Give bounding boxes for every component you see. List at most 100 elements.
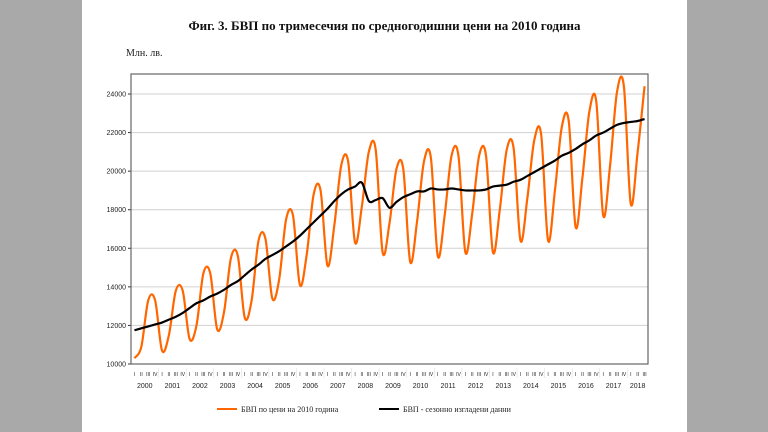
x-quarter-label: III [449,372,453,378]
x-quarter-label: IV [153,372,158,378]
legend-label: БВП по цени на 2010 година [241,405,339,414]
line-chart: 10000 12000 14000 16000 18000 20000 22000 24000… [107,73,649,414]
x-quarter-label: III [532,372,536,378]
x-quarter-label: III [174,372,178,378]
x-quarter-label: IV [511,372,516,378]
x-quarter-label: II [140,372,143,378]
x-quarter-label: I [547,372,548,378]
x-year-label: 2001 [165,383,181,390]
x-year-label: 2014 [523,383,539,390]
x-quarter-label: I [161,372,162,378]
x-year-label: 2000 [137,383,153,390]
y-tick-label: 24000 [107,92,127,99]
x-quarter-label: I [492,372,493,378]
x-quarter-label: II [526,372,529,378]
x-quarter-label: II [333,372,336,378]
x-quarter-label: I [134,372,135,378]
x-quarter-label: IV [263,372,268,378]
x-quarter-label: III [367,372,371,378]
x-year-label: 2003 [220,383,236,390]
x-year-label: 2008 [358,383,374,390]
x-year-label: 2013 [495,383,511,390]
x-quarter-label: IV [539,372,544,378]
x-quarter-label: II [223,372,226,378]
x-year-label: 2018 [630,383,646,390]
x-quarter-label: I [216,372,217,378]
plot-area-frame [130,73,649,365]
chart-title: Фиг. 3. БВП по тримесечия по средногодиш… [188,18,581,33]
x-quarter-label: II [498,372,501,378]
x-quarter-label: I [189,372,190,378]
x-quarter-label: II [554,372,557,378]
x-quarter-label: IV [594,372,599,378]
x-year-label: 2005 [275,383,291,390]
y-axis-unit-label: Млн. лв. [126,48,163,59]
y-tick-label: 18000 [107,207,127,214]
x-quarter-label: I [409,372,410,378]
x-quarter-label: IV [566,372,571,378]
x-quarter-label: IV [428,372,433,378]
x-quarter-label: II [305,372,308,378]
x-quarter-label: I [520,372,521,378]
y-tick-label: 12000 [107,323,127,330]
x-quarter-label: III [560,372,564,378]
x-year-label: 2004 [247,383,263,390]
x-quarter-label: I [602,372,603,378]
y-tick-label: 20000 [107,169,127,176]
x-quarter-label: II [581,372,584,378]
legend-label: БВП - сезонно изгладени данни [403,405,512,414]
x-quarter-label: III [587,372,591,378]
x-quarter-label: IV [401,372,406,378]
x-quarter-label: IV [346,372,351,378]
series-line-gdp-2010-prices [133,75,646,359]
x-quarter-label: IV [484,372,489,378]
x-quarter-label: III [477,372,481,378]
x-quarter-label: II [443,372,446,378]
x-quarter-label: I [437,372,438,378]
y-tick-label: 14000 [107,284,127,291]
x-quarter-label: III [312,372,316,378]
x-quarter-label: III [284,372,288,378]
x-quarter-label: IV [622,372,627,378]
x-quarter-label: III [505,372,509,378]
x-year-label: 2007 [330,383,346,390]
x-quarter-label: II [361,372,364,378]
x-quarter-label: III [339,372,343,378]
chart-page: Фиг. 3. БВП по тримесечия по средногодиш… [82,0,687,432]
x-year-label: 2011 [441,383,456,390]
x-quarter-label: II [416,372,419,378]
x-quarter-label: I [299,372,300,378]
x-quarter-label: I [465,372,466,378]
x-year-label: 2017 [606,383,622,390]
x-quarter-label: IV [456,372,461,378]
x-quarter-label: II [471,372,474,378]
x-quarter-label: III [422,372,426,378]
x-year-label: 2012 [468,383,484,390]
x-quarter-label: IV [373,372,378,378]
x-quarter-label: II [609,372,612,378]
x-quarter-label: II [388,372,391,378]
x-quarter-label: I [382,372,383,378]
x-year-label: 2016 [578,383,594,390]
x-year-label: 2006 [302,383,318,390]
x-quarter-label: II [250,372,253,378]
x-quarter-label: I [630,372,631,378]
x-quarter-label: III [201,372,205,378]
x-quarter-label: III [146,372,150,378]
x-quarter-label: II [195,372,198,378]
x-quarter-label: III [615,372,619,378]
y-tick-label: 16000 [107,246,127,253]
x-quarter-label: II [278,372,281,378]
y-tick-label: 10000 [107,362,127,369]
x-quarter-label: IV [208,372,213,378]
x-quarter-label: II [168,372,171,378]
x-quarter-label: IV [180,372,185,378]
x-quarter-label: IV [291,372,296,378]
x-year-label: 2015 [551,383,567,390]
series-line-gdp-seasonally-adjusted [134,118,645,332]
x-quarter-label: I [244,372,245,378]
x-year-label: 2010 [413,383,429,390]
x-quarter-label: I [575,372,576,378]
x-quarter-label: IV [318,372,323,378]
x-quarter-label: I [272,372,273,378]
